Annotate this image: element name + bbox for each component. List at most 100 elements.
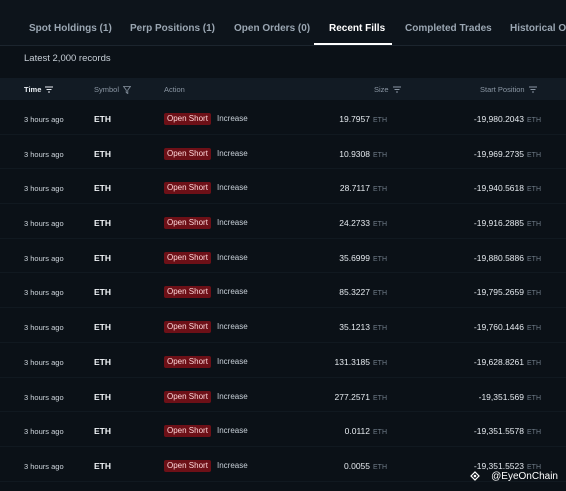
fill-time: 3 hours ago <box>24 219 64 229</box>
fill-time: 3 hours ago <box>24 461 64 471</box>
tab-completed-trades[interactable]: Completed Trades <box>405 23 492 34</box>
column-header-action: Action <box>164 85 185 94</box>
table-row: 3 hours ago ETH Open Short Increase 10.9308 E… <box>0 135 566 170</box>
fill-size-unit: ETH <box>373 394 387 402</box>
start-position-unit: ETH <box>527 117 541 124</box>
fill-size-unit: ETH <box>373 325 387 333</box>
fill-symbol[interactable]: ETH <box>94 356 111 367</box>
fill-time: 3 hours ago <box>24 288 64 298</box>
start-position-unit: ETH <box>527 429 541 437</box>
fill-symbol[interactable]: ETH <box>94 322 111 333</box>
action-kind: Increase <box>217 460 248 470</box>
action-badge: Open Short <box>164 182 211 195</box>
fill-size: 0.0112 ETH <box>345 426 387 436</box>
action-kind: Increase <box>217 218 248 228</box>
watermark: @EyeOnChain <box>470 470 558 482</box>
start-position-value: -19,940.5618 <box>473 183 524 194</box>
fill-size: 0.0055 ETH <box>344 461 387 471</box>
start-position-value: -19,880.5886 <box>473 252 524 263</box>
fill-symbol[interactable]: ETH <box>94 287 111 298</box>
column-header-symbol: Symbol <box>94 85 132 94</box>
fill-size-value: 24.2733 <box>339 218 370 229</box>
start-position-unit: ETH <box>527 463 541 471</box>
start-position: -19,795.2659 ETH <box>474 287 541 297</box>
action-badge: Open Short <box>164 390 211 403</box>
action-badge: Open Short <box>164 425 211 438</box>
fill-size-unit: ETH <box>373 221 387 229</box>
tab-spot-holdings[interactable]: Spot Holdings (1) <box>29 23 112 34</box>
fill-symbol[interactable]: ETH <box>94 460 111 471</box>
tab-open-orders[interactable]: Open Orders (0) <box>234 23 311 34</box>
action-kind: Increase <box>217 148 248 158</box>
fill-symbol[interactable]: ETH <box>94 426 111 437</box>
start-position: -19,940.5618 ETH <box>474 183 541 193</box>
sort-lines-icon[interactable] <box>528 86 537 93</box>
filter-funnel-icon[interactable] <box>123 85 132 94</box>
fill-symbol[interactable]: ETH <box>94 391 111 402</box>
fill-size: 131.3185 ETH <box>335 357 387 367</box>
fill-size-value: 10.9308 <box>339 148 370 159</box>
fill-time: 3 hours ago <box>24 253 64 263</box>
table-row: 3 hours ago ETH Open Short Increase 35.1213 E… <box>0 308 566 343</box>
fill-size-value: 131.3185 <box>334 356 370 367</box>
table-row: 3 hours ago ETH Open Short Increase 0.0112 ET… <box>0 412 566 447</box>
fill-size: 35.6999 ETH <box>339 253 387 263</box>
fill-size-value: 35.6999 <box>339 252 370 263</box>
start-position-value: -19,351.5578 <box>473 426 524 437</box>
fill-size-value: 28.7117 <box>339 183 370 194</box>
fill-size-value: 85.3227 <box>339 287 370 298</box>
fill-size: 19.7957 ETH <box>339 114 387 124</box>
start-position-value: -19,916.2885 <box>473 218 524 229</box>
table-row: 3 hours ago ETH Open Short Increase 131.3185… <box>0 343 566 378</box>
eye-logo-icon <box>470 471 480 481</box>
action-kind: Increase <box>217 287 248 297</box>
action-badge: Open Short <box>164 286 211 299</box>
fill-size: 85.3227 ETH <box>339 287 387 297</box>
fill-size: 277.2571 ETH <box>335 392 387 402</box>
table-row: 3 hours ago ETH Open Short Increase 0.0055 ET… <box>0 447 566 482</box>
fill-symbol[interactable]: ETH <box>94 114 111 124</box>
fill-size-unit: ETH <box>373 429 387 437</box>
fill-symbol[interactable]: ETH <box>94 183 111 194</box>
tab-historical-orders[interactable]: Historical Orde <box>510 23 566 34</box>
fill-size-unit: ETH <box>373 463 387 471</box>
fill-symbol[interactable]: ETH <box>94 148 111 159</box>
fill-symbol[interactable]: ETH <box>94 218 111 229</box>
fill-size-unit: ETH <box>373 290 387 298</box>
start-position: -19,880.5886 ETH <box>474 253 541 263</box>
start-position-unit: ETH <box>527 394 541 402</box>
action-kind: Increase <box>217 426 248 436</box>
fill-size-value: 0.0055 <box>344 460 370 471</box>
fill-time: 3 hours ago <box>24 149 64 159</box>
start-position-value: -19,969.2735 <box>473 148 524 159</box>
fill-size: 24.2733 ETH <box>339 218 387 228</box>
fill-size-unit: ETH <box>373 151 387 159</box>
start-position-value: -19,760.1446 <box>473 322 524 333</box>
fill-size: 10.9308 ETH <box>339 149 387 159</box>
fill-time: 3 hours ago <box>24 392 64 402</box>
start-position-value: -19,628.8261 <box>473 356 524 367</box>
action-badge: Open Short <box>164 217 211 230</box>
sort-lines-icon[interactable] <box>45 86 54 93</box>
sort-lines-icon[interactable] <box>392 86 401 93</box>
fill-time: 3 hours ago <box>24 323 64 333</box>
fill-symbol[interactable]: ETH <box>94 252 111 263</box>
table-row: 3 hours ago ETH Open Short Increase 85.3227 E… <box>0 273 566 309</box>
start-position: -19,351.569 ETH <box>479 392 541 402</box>
action-badge: Open Short <box>164 355 211 368</box>
column-header-size[interactable]: Size <box>374 85 401 94</box>
start-position-value: -19,980.2043 <box>473 114 524 124</box>
action-kind: Increase <box>217 183 248 193</box>
start-position-value: -19,351.569 <box>478 391 524 402</box>
tab-bar: Spot Holdings (1) Perp Positions (1) Ope… <box>0 0 566 46</box>
column-header-start-position[interactable]: Start Position <box>480 85 537 94</box>
fill-time: 3 hours ago <box>24 357 64 367</box>
column-header-time[interactable]: Time <box>24 85 54 94</box>
tab-perp-positions[interactable]: Perp Positions (1) <box>130 23 216 34</box>
tab-recent-fills[interactable]: Recent Fills <box>329 23 386 34</box>
table-row: 3 hours ago ETH Open Short Increase 19.7957 E… <box>0 100 566 135</box>
fill-time: 3 hours ago <box>24 427 64 437</box>
start-position: -19,916.2885 ETH <box>474 218 541 228</box>
fill-time: 3 hours ago <box>24 184 64 194</box>
start-position-value: -19,795.2659 <box>473 287 524 298</box>
